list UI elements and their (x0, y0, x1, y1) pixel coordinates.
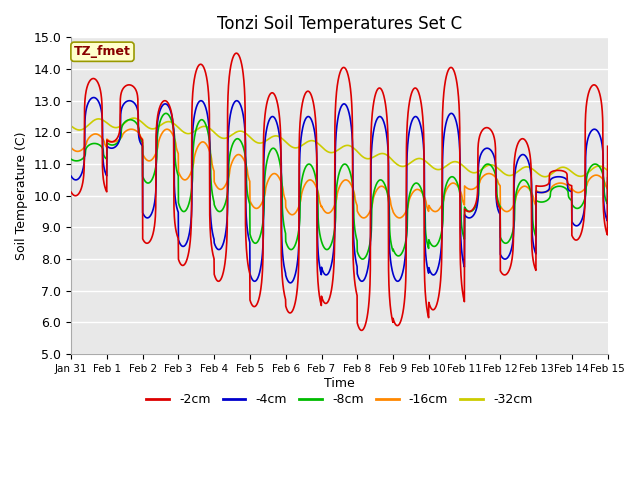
Legend: -2cm, -4cm, -8cm, -16cm, -32cm: -2cm, -4cm, -8cm, -16cm, -32cm (141, 388, 538, 411)
Title: Tonzi Soil Temperatures Set C: Tonzi Soil Temperatures Set C (217, 15, 462, 33)
Y-axis label: Soil Temperature (C): Soil Temperature (C) (15, 132, 28, 260)
Text: TZ_fmet: TZ_fmet (74, 45, 131, 58)
X-axis label: Time: Time (324, 377, 355, 390)
